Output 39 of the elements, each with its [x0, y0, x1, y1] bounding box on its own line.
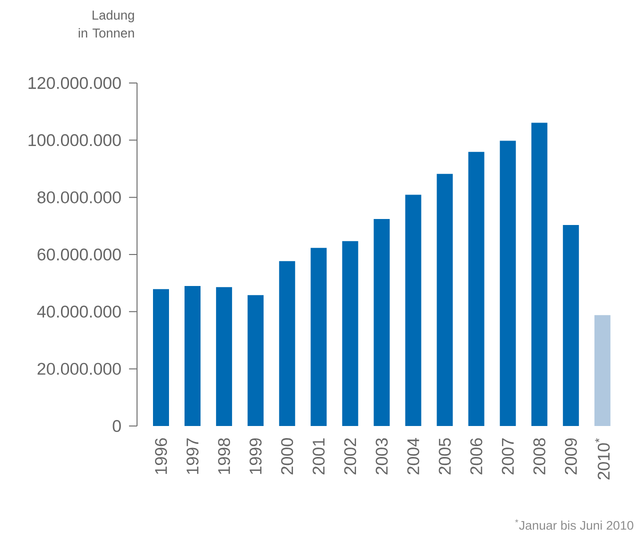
x-tick-label: 2009	[564, 438, 577, 474]
bar	[594, 315, 610, 426]
bar	[279, 261, 296, 426]
bar	[405, 194, 422, 426]
x-tick-label: 2004	[407, 438, 420, 474]
x-tick-label: 2000	[281, 438, 294, 474]
bar	[342, 241, 358, 426]
bar	[184, 286, 201, 426]
y-tick-label: 80.000.000	[37, 191, 121, 204]
bar	[310, 248, 327, 426]
x-tick-label: 2006	[470, 438, 482, 474]
bar	[436, 174, 453, 426]
y-tick-label: 40.000.000	[37, 306, 121, 318]
y-tick-label: 120.000.000	[28, 76, 121, 89]
x-tick-label: 1997	[186, 438, 199, 474]
x-tick-label: 2005	[438, 438, 451, 474]
x-tick-label: 1996	[155, 438, 168, 474]
bar	[562, 225, 579, 426]
bar	[153, 289, 169, 426]
x-tick-label: 1998	[218, 438, 230, 474]
y-tick-label: 0	[112, 420, 121, 432]
y-tick-label: 100.000.000	[28, 134, 121, 146]
bar	[248, 295, 264, 426]
x-tick-label: 2007	[502, 438, 514, 474]
y-tick-label: 60.000.000	[38, 248, 121, 260]
y-tick-label: 20.000.000	[38, 362, 121, 375]
x-tick-label: 2001	[312, 438, 325, 474]
x-tick-label: 1999	[250, 438, 262, 474]
bar	[374, 219, 390, 426]
text: $^{*}$Januar bis Juni 2010	[515, 519, 634, 530]
x-tick-label: 2008	[533, 438, 546, 474]
x-tick-label: 2003	[376, 438, 388, 474]
bar	[531, 122, 548, 426]
x-tick-label: 2010$^{*}$	[595, 438, 610, 480]
bar	[468, 152, 484, 426]
y-axis-title: Ladung in Tonnen	[78, 10, 134, 38]
bar	[216, 287, 232, 426]
x-tick-label: 2002	[344, 438, 356, 474]
bar	[500, 140, 516, 426]
